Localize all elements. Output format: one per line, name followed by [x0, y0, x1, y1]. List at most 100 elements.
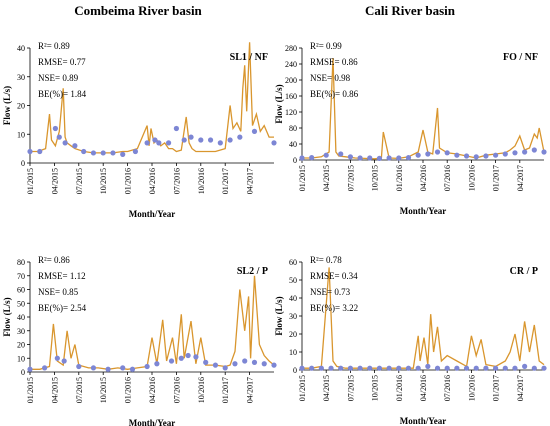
x-tick-label: 04/2015	[50, 168, 59, 194]
observed-flow-point	[251, 128, 258, 134]
observed-flow-point	[232, 361, 238, 367]
observed-flow-point	[105, 366, 111, 372]
x-tick-label: 04/2017	[516, 165, 525, 191]
x-tick-label: 10/2016	[197, 377, 206, 403]
observed-flow-point	[217, 140, 223, 146]
observed-flow-point	[37, 148, 43, 155]
observed-flow-point	[42, 365, 48, 371]
observed-flow-point	[271, 362, 277, 368]
y-tick-label: 0	[293, 156, 297, 165]
fit-statistic: NSE= 0.73	[310, 287, 351, 297]
x-tick-label: 07/2015	[346, 375, 355, 401]
y-tick-label: 60	[289, 258, 297, 267]
y-tick-label: 160	[285, 92, 297, 101]
observed-flow-point	[90, 365, 97, 371]
observed-flow-point	[156, 140, 162, 146]
observed-flow-point	[62, 140, 68, 146]
observed-flow-point	[338, 151, 344, 157]
fit-statistic: RMSE= 1.12	[38, 271, 86, 281]
observed-flow-point	[212, 362, 219, 368]
observed-flow-point	[493, 365, 499, 371]
x-tick-label: 07/2015	[346, 165, 355, 191]
observed-flow-point	[242, 358, 248, 364]
y-tick-label: 80	[289, 124, 297, 133]
x-axis-label: Month/Year	[400, 416, 447, 426]
y-tick-label: 30	[17, 327, 25, 336]
chart-panel-3: 0 10 20 30 40 50 60 70 80 01/2015 04/2015 07/2015 10…	[2, 255, 277, 426]
observed-flow-point	[261, 361, 267, 367]
x-tick-label: 04/2015	[322, 165, 331, 191]
x-tick-label: 04/2015	[322, 375, 331, 401]
y-tick-label: 60	[17, 286, 25, 295]
y-tick-label: 40	[289, 294, 297, 303]
observed-flow-point	[415, 152, 421, 158]
observed-flow-point	[56, 134, 62, 140]
x-tick-label: 01/2016	[395, 375, 404, 401]
x-tick-label: 01/2017	[492, 165, 501, 191]
y-tick-label: 0	[21, 368, 25, 377]
observed-flow-point	[110, 150, 116, 156]
observed-flow-point	[251, 359, 258, 365]
observed-flow-point	[502, 365, 508, 371]
observed-flow-point	[396, 365, 402, 371]
observed-flow-point	[483, 365, 489, 371]
observed-flow-point	[522, 149, 528, 155]
observed-flow-point	[425, 151, 431, 157]
chart-panels: 0 10 20 30 40 01/2015 04/2015 07/2015 10/2015 01/…	[2, 41, 547, 426]
x-tick-label: 01/2015	[26, 168, 35, 194]
panel-id-label: SL2 / P	[237, 266, 268, 277]
y-tick-label: 0	[293, 366, 297, 375]
fit-statistic: R²= 0.99	[310, 41, 342, 51]
observed-flow-point	[415, 365, 421, 371]
x-tick-label: 07/2016	[172, 377, 181, 403]
y-axis-label: Flow (L/s)	[274, 296, 284, 335]
y-tick-label: 280	[285, 44, 297, 53]
y-tick-label: 20	[17, 341, 25, 350]
y-tick-label: 120	[285, 108, 297, 117]
y-tick-label: 10	[17, 354, 25, 363]
observed-flow-point	[473, 154, 479, 160]
observed-flow-point	[52, 125, 58, 132]
observed-flow-point	[309, 365, 315, 371]
chart-panel-2: 0 40 80 120 160 200 240 280 01/2015 04/2015 07/201…	[274, 41, 547, 216]
x-tick-label: 04/2015	[50, 377, 59, 403]
panel-id-label: FO / NF	[503, 52, 538, 63]
observed-flow-point	[328, 365, 334, 371]
y-tick-label: 30	[17, 73, 25, 82]
simulated-flow-line	[30, 42, 274, 154]
observed-flow-point	[222, 365, 228, 371]
observed-flow-point	[347, 365, 353, 371]
y-tick-label: 40	[17, 313, 25, 322]
x-axis-label: Month/Year	[129, 418, 176, 426]
observed-flow-point	[132, 148, 139, 155]
observed-flow-point	[152, 137, 158, 143]
x-tick-label: 10/2016	[467, 375, 476, 401]
observed-flow-point	[203, 359, 209, 365]
x-tick-label: 07/2015	[75, 168, 84, 194]
observed-flow-point	[237, 134, 243, 140]
observed-flow-point	[323, 152, 329, 158]
observed-flow-point	[90, 150, 97, 156]
y-tick-label: 40	[17, 44, 25, 53]
chart-panel-4: 0 10 20 30 40 50 60 01/2015 04/2015 07/2015 10/201…	[274, 255, 547, 426]
x-tick-label: 04/2016	[419, 375, 428, 401]
x-tick-label: 04/2017	[246, 168, 255, 194]
observed-flow-point	[434, 365, 441, 371]
x-tick-label: 04/2016	[419, 165, 428, 191]
observed-flow-point	[271, 140, 277, 146]
observed-flow-point	[502, 151, 508, 157]
x-tick-label: 01/2015	[26, 377, 35, 403]
observed-flow-point	[299, 365, 305, 371]
x-axis-label: Month/Year	[400, 206, 447, 216]
x-tick-label: 04/2017	[246, 377, 255, 403]
observed-flow-point	[454, 152, 460, 158]
left-basin-heading: Combeima River basin	[74, 3, 202, 18]
x-tick-label: 10/2015	[99, 377, 108, 403]
observed-flow-point	[198, 137, 204, 143]
observed-flow-point	[318, 365, 324, 371]
y-axis-label: Flow (L/s)	[274, 84, 284, 123]
x-tick-label: 07/2016	[443, 375, 452, 401]
x-tick-label: 07/2016	[172, 168, 181, 194]
observed-flow-point	[454, 365, 460, 371]
